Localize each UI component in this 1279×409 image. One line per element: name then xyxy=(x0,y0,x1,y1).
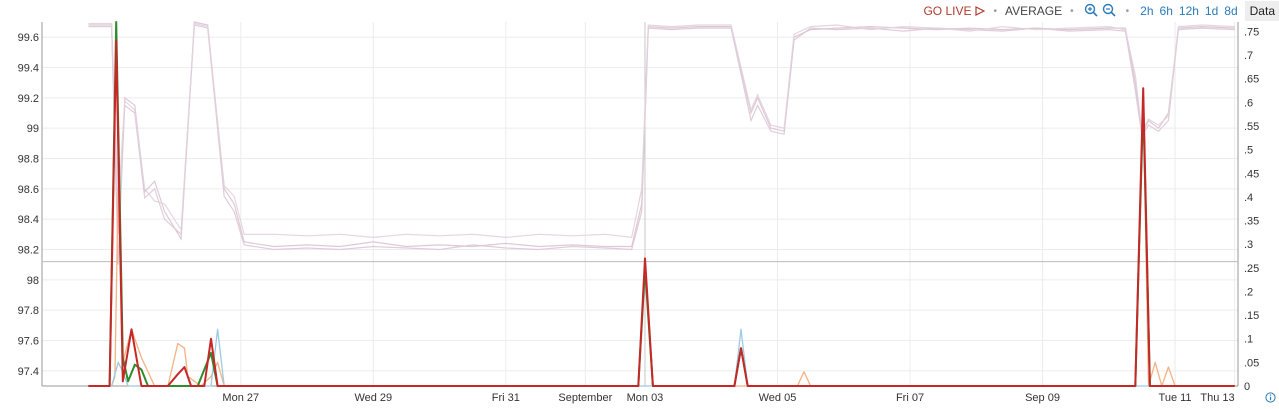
y-right-tick-label: .45 xyxy=(1244,168,1259,180)
series-line-errors xyxy=(88,39,1235,387)
range-12h[interactable]: 12h xyxy=(1178,4,1199,18)
y-left-tick-label: 98.8 xyxy=(18,154,39,166)
go-live-label: GO LIVE xyxy=(923,4,972,18)
y-right-tick-label: .05 xyxy=(1244,357,1259,369)
series-line-availability xyxy=(88,24,1235,251)
y-right-tick-label: .7 xyxy=(1244,50,1253,62)
y-left-tick-label: 97.6 xyxy=(18,336,39,348)
separator-dot: • xyxy=(993,5,997,17)
y-left-tick-label: 98.4 xyxy=(18,214,39,226)
aggregate-selector[interactable]: AVERAGE xyxy=(1005,4,1063,18)
y-right-tick-label: .1 xyxy=(1244,334,1253,346)
zoom-in-icon[interactable] xyxy=(1084,3,1098,20)
y-right-tick-label: .15 xyxy=(1244,310,1259,322)
y-right-tick-label: .2 xyxy=(1244,286,1253,298)
x-tick-label: Mon 03 xyxy=(627,392,664,404)
series-line-availability xyxy=(88,22,1235,239)
x-tick-label: Mon 27 xyxy=(222,392,259,404)
y-right-tick-label: .3 xyxy=(1244,239,1253,251)
y-right-tick-label: .25 xyxy=(1244,263,1259,275)
separator-dot: • xyxy=(1070,5,1074,17)
y-right-tick-label: .4 xyxy=(1244,192,1253,204)
y-right-tick-label: 0 xyxy=(1244,381,1250,393)
range-2h[interactable]: 2h xyxy=(1140,4,1154,18)
zoom-out-icon[interactable] xyxy=(1102,3,1116,20)
chart-toolbar: GO LIVE • AVERAGE • • 2h 6h 12h 1d 8d Da… xyxy=(923,0,1279,22)
y-left-tick-label: 97.8 xyxy=(18,305,39,317)
x-tick-label: September xyxy=(558,392,612,404)
x-tick-label: Sep 09 xyxy=(1025,392,1060,404)
range-8d[interactable]: 8d xyxy=(1224,4,1238,18)
y-right-tick-label: .35 xyxy=(1244,216,1259,228)
y-left-tick-label: 97.4 xyxy=(18,366,39,378)
x-tick-label: Wed 05 xyxy=(759,392,797,404)
series-line-availability xyxy=(88,21,1235,265)
info-icon[interactable] xyxy=(1265,392,1276,406)
y-left-tick-label: 98 xyxy=(27,275,39,287)
y-right-tick-label: .65 xyxy=(1244,74,1259,86)
x-tick-label: Fri 07 xyxy=(896,392,924,404)
y-right-tick-label: .5 xyxy=(1244,145,1253,157)
y-left-tick-label: 99.6 xyxy=(18,32,39,44)
y-left-tick-label: 98.2 xyxy=(18,245,39,257)
series-line-errors xyxy=(88,21,1235,387)
y-right-tick-label: .6 xyxy=(1244,97,1253,109)
x-tick-label: Tue 11 xyxy=(1159,392,1192,404)
y-left-tick-label: 99.4 xyxy=(18,63,39,75)
go-live-button[interactable]: GO LIVE xyxy=(923,4,986,18)
range-1d[interactable]: 1d xyxy=(1204,4,1219,18)
y-left-tick-label: 98.6 xyxy=(18,184,39,196)
y-right-tick-label: .75 xyxy=(1244,26,1259,38)
separator-dot: • xyxy=(1125,5,1130,17)
x-tick-label: Fri 31 xyxy=(492,392,520,404)
x-tick-label: Wed 29 xyxy=(354,392,392,404)
y-right-tick-label: .55 xyxy=(1244,121,1259,133)
range-6h[interactable]: 6h xyxy=(1159,4,1173,18)
y-left-tick-label: 99.2 xyxy=(18,93,39,105)
play-icon xyxy=(975,6,986,16)
series-line-errors xyxy=(88,328,1235,387)
data-button[interactable]: Data xyxy=(1244,1,1279,21)
y-left-tick-label: 99 xyxy=(27,123,39,135)
x-tick-label: Thu 13 xyxy=(1200,392,1234,404)
